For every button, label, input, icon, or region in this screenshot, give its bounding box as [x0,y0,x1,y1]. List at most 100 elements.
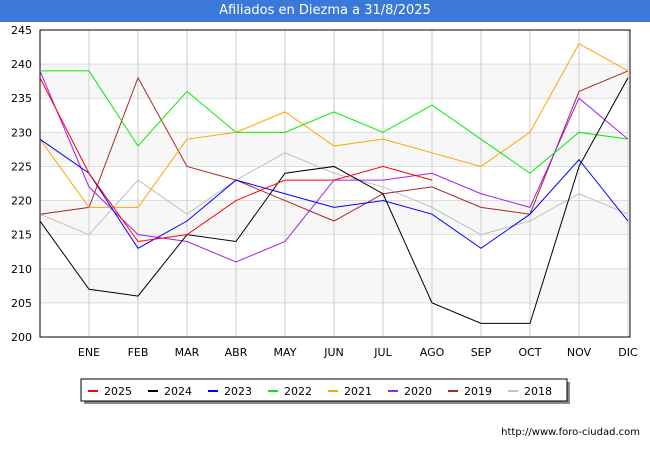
data-point-2020 [186,240,189,243]
y-tick-label: 205 [11,297,32,310]
series-line-2022 [40,70,629,174]
data-point-2018 [186,213,189,216]
data-point-2024 [137,295,140,298]
data-point-2022 [235,131,238,134]
data-point-2024 [529,322,532,325]
y-tick-label: 235 [11,92,32,105]
x-tick-label: DIC [618,346,638,359]
data-point-2025 [431,179,434,182]
data-point-2023 [480,247,483,250]
data-point-2018 [480,233,483,236]
data-point-2024 [578,165,581,168]
data-point-2022 [137,144,140,147]
data-point-2024 [88,288,91,291]
data-point-2025 [186,233,189,236]
data-point-2018 [431,206,434,209]
data-point-2021 [284,110,287,113]
data-point-2021 [137,206,140,209]
x-tick-label: ABR [225,346,248,359]
data-point-2022 [382,131,385,134]
data-point-2020 [529,206,532,209]
data-point-2022 [333,110,336,113]
data-point-2018 [627,213,630,216]
data-point-2020 [431,172,434,175]
x-tick-label: SEP [471,346,492,359]
data-point-2025 [39,76,42,79]
data-point-2024 [480,322,483,325]
x-tick-label: ENE [78,346,100,359]
data-point-2025 [88,172,91,175]
data-point-2022 [88,69,91,72]
data-point-2019 [39,213,42,216]
data-point-2024 [39,220,42,223]
data-point-2020 [480,192,483,195]
x-tick-label: OCT [518,346,541,359]
data-point-2023 [39,138,42,141]
source-url[interactable]: http://www.foro-ciudad.com [501,427,640,438]
data-point-2021 [627,69,630,72]
series-line-2024 [39,77,629,324]
y-tick-label: 230 [11,126,32,139]
data-point-2025 [333,179,336,182]
data-point-2021 [578,42,581,45]
data-point-2022 [431,104,434,107]
legend-label-2023: 2023 [224,385,252,398]
series-line-2018 [39,152,629,236]
data-point-2021 [529,131,532,134]
data-point-2020 [88,185,91,188]
y-tick-label: 245 [11,24,32,37]
legend-label-2021: 2021 [344,385,372,398]
data-point-2018 [529,220,532,223]
legend-label-2024: 2024 [164,385,192,398]
legend-label-2019: 2019 [464,385,492,398]
data-point-2019 [431,185,434,188]
data-point-2021 [333,144,336,147]
data-point-2020 [578,97,581,100]
data-point-2024 [284,172,287,175]
x-tick-label: NOV [567,346,592,359]
data-point-2023 [382,199,385,202]
data-point-2022 [627,138,630,141]
data-point-2019 [333,220,336,223]
chart-title: Afiliados en Diezma a 31/8/2025 [0,0,650,22]
legend-label-2022: 2022 [284,385,312,398]
x-tick-label: AGO [420,346,445,359]
data-point-2021 [88,206,91,209]
data-point-2022 [284,131,287,134]
y-tick-label: 220 [11,195,32,208]
data-point-2023 [627,220,630,223]
series-line-2025 [39,77,433,243]
data-point-2020 [382,179,385,182]
data-point-2023 [333,206,336,209]
y-tick-label: 240 [11,58,32,71]
data-point-2018 [578,192,581,195]
data-point-2021 [480,165,483,168]
data-point-2019 [578,90,581,93]
y-tick-label: 225 [11,160,32,173]
plot-border [39,29,631,338]
data-point-2021 [382,138,385,141]
data-point-2022 [578,131,581,134]
series-line-2021 [39,42,629,208]
data-point-2023 [284,192,287,195]
data-point-2025 [235,199,238,202]
data-point-2025 [284,179,287,182]
x-tick-label: JUN [323,346,344,359]
data-point-2022 [529,172,532,175]
data-point-2019 [186,165,189,168]
data-point-2020 [235,260,238,263]
data-point-2022 [480,138,483,141]
data-point-2024 [235,240,238,243]
data-point-2023 [186,220,189,223]
data-point-2023 [431,213,434,216]
data-point-2021 [431,151,434,154]
data-point-2018 [88,233,91,236]
data-point-2023 [529,213,532,216]
series-line-2023 [39,138,629,249]
data-point-2023 [137,247,140,250]
y-tick-label: 210 [11,263,32,276]
data-point-2018 [284,151,287,154]
x-tick-label: JUL [373,346,392,359]
x-tick-label: MAR [175,346,200,359]
